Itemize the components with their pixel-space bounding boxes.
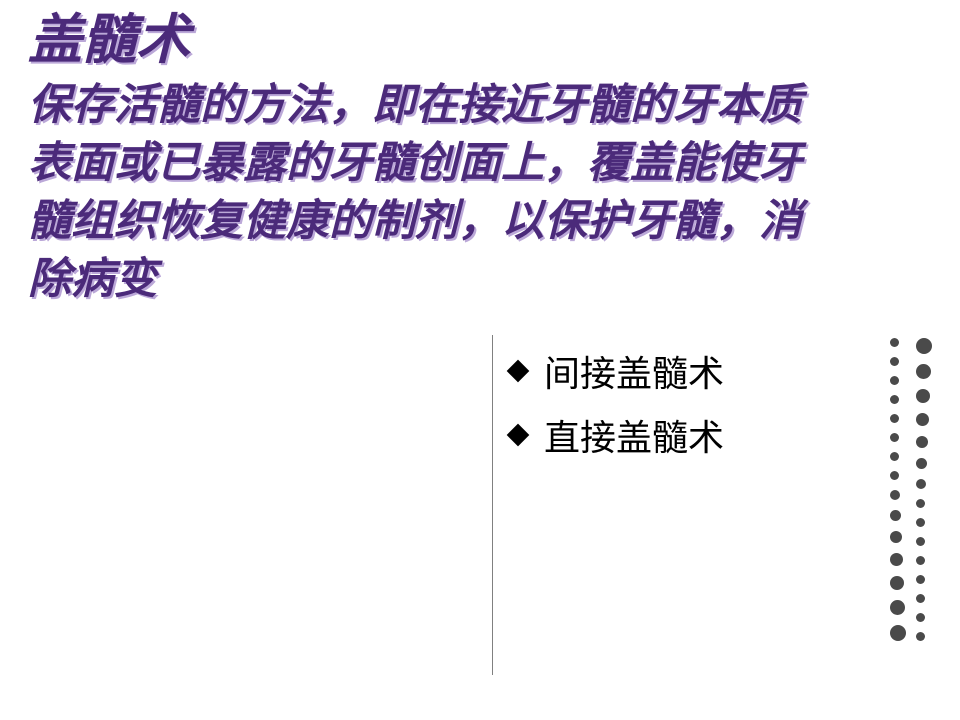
decor-dot (916, 632, 925, 641)
slide-subtitle: 保存活髓的方法，即在接近牙髓的牙本质表面或已暴露的牙髓创面上，覆盖能使牙髓组织恢… (28, 77, 808, 309)
dot-column-1 (890, 338, 906, 641)
decor-dot (916, 613, 925, 622)
decor-dot (890, 338, 899, 347)
decor-dot (890, 471, 899, 480)
decorative-dots (890, 338, 932, 641)
bullet-list: 间接盖髓术 直接盖髓术 (510, 345, 724, 473)
decor-dot (916, 413, 929, 426)
decor-dot (890, 531, 902, 543)
vertical-divider (492, 335, 493, 675)
dot-column-2 (916, 338, 932, 641)
decor-dot (890, 510, 901, 521)
title-block: 盖髓术 保存活髓的方法，即在接近牙髓的牙本质表面或已暴露的牙髓创面上，覆盖能使牙… (28, 8, 808, 309)
decor-dot (916, 594, 925, 603)
decor-dot (916, 499, 925, 508)
decor-dot (890, 452, 899, 461)
slide-title: 盖髓术 (28, 8, 808, 73)
list-item: 间接盖髓术 (510, 345, 724, 397)
decor-dot (890, 576, 904, 590)
decor-dot (916, 338, 932, 354)
bullet-label: 间接盖髓术 (544, 345, 724, 397)
decor-dot (916, 436, 928, 448)
decor-dot (890, 625, 906, 641)
diamond-bullet-icon (507, 424, 530, 447)
decor-dot (890, 490, 900, 500)
decor-dot (916, 364, 931, 379)
decor-dot (890, 553, 903, 566)
list-item: 直接盖髓术 (510, 409, 724, 461)
decor-dot (916, 518, 925, 527)
decor-dot (916, 537, 925, 546)
decor-dot (890, 376, 899, 385)
diamond-bullet-icon (507, 360, 530, 383)
decor-dot (890, 433, 899, 442)
decor-dot (916, 479, 926, 489)
decor-dot (916, 389, 930, 403)
decor-dot (890, 357, 899, 366)
decor-dot (916, 556, 925, 565)
decor-dot (890, 395, 899, 404)
decor-dot (916, 575, 925, 584)
decor-dot (916, 458, 927, 469)
decor-dot (890, 414, 899, 423)
bullet-label: 直接盖髓术 (544, 409, 724, 461)
decor-dot (890, 600, 905, 615)
